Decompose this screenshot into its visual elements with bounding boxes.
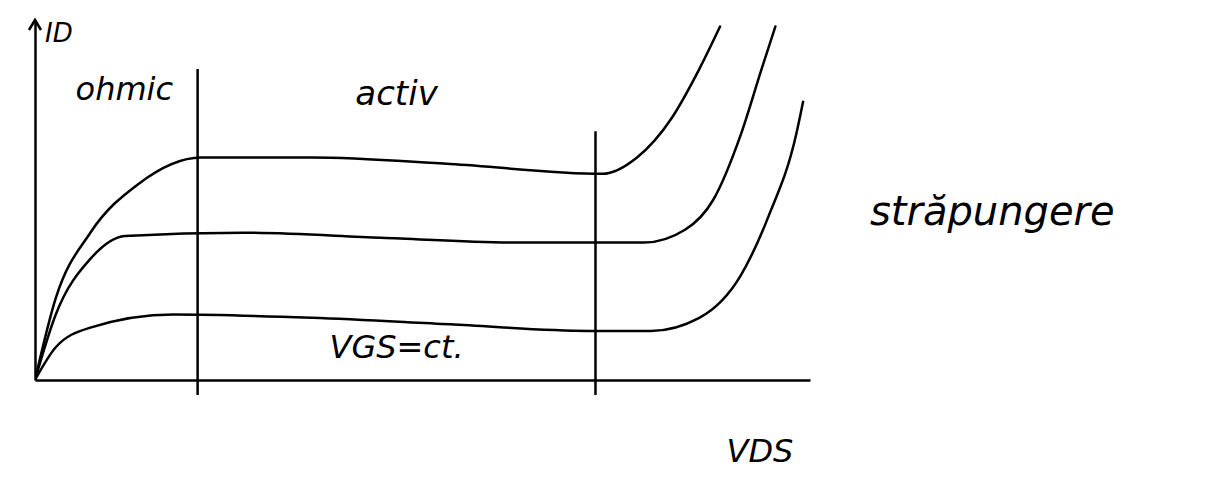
region-label: activ bbox=[355, 73, 438, 113]
plot-area bbox=[35, 27, 803, 380]
annotation: VGS=ct. bbox=[329, 328, 463, 366]
region-boundary bbox=[594, 131, 597, 395]
region-label: străpungere bbox=[870, 188, 1115, 234]
characteristic-curve bbox=[35, 27, 775, 380]
y-axis-line bbox=[34, 21, 37, 381]
y-axis-title: ID bbox=[45, 18, 73, 48]
y-axis-arrow bbox=[29, 20, 41, 30]
x-axis-line bbox=[36, 379, 811, 382]
characteristic-curve bbox=[35, 102, 803, 380]
y-axis bbox=[35, 21, 36, 381]
x-axis bbox=[36, 380, 811, 381]
region-label: ohmic bbox=[76, 70, 174, 108]
characteristic-curve bbox=[35, 27, 720, 380]
x-axis-title: VDS bbox=[727, 432, 794, 470]
chart: ohmic activ străpungere VGS=ct. ID VDS bbox=[0, 0, 1210, 489]
